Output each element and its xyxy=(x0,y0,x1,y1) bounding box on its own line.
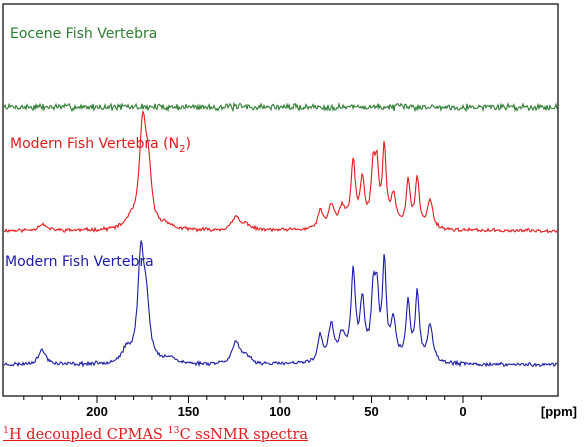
x-tick-label: 100 xyxy=(269,404,291,419)
spectrum-line-2 xyxy=(4,109,558,234)
spectrum-line-1 xyxy=(3,101,558,113)
x-unit-label: [ppm] xyxy=(541,404,577,419)
x-tick-label: 200 xyxy=(86,404,108,419)
caption-isotope-2: 13 xyxy=(167,425,180,436)
x-tick-label: 50 xyxy=(364,404,378,419)
series-label-2: Modern Fish Vertebra (N2) xyxy=(10,136,191,155)
x-tick-label: 150 xyxy=(178,404,200,419)
spectrum-line-3 xyxy=(3,240,558,368)
series-label-3: Modern Fish Vertebra xyxy=(5,254,154,270)
series-label-1: Eocene Fish Vertebra xyxy=(10,26,157,42)
x-axis: 200 150 100 50 0 [ppm] xyxy=(23,396,577,419)
x-tick-label: 0 xyxy=(459,404,466,419)
caption-text-2: C ssNMR spectra xyxy=(179,426,309,443)
spectra-group xyxy=(3,101,558,368)
plot-frame xyxy=(2,3,559,397)
caption-text-1: H decoupled CPMAS xyxy=(9,426,168,443)
chart-caption: 1H decoupled CPMAS 13C ssNMR spectra xyxy=(3,425,308,443)
caption-isotope-1: 1 xyxy=(3,425,10,436)
series-labels: Eocene Fish Vertebra Modern Fish Vertebra… xyxy=(5,26,191,270)
